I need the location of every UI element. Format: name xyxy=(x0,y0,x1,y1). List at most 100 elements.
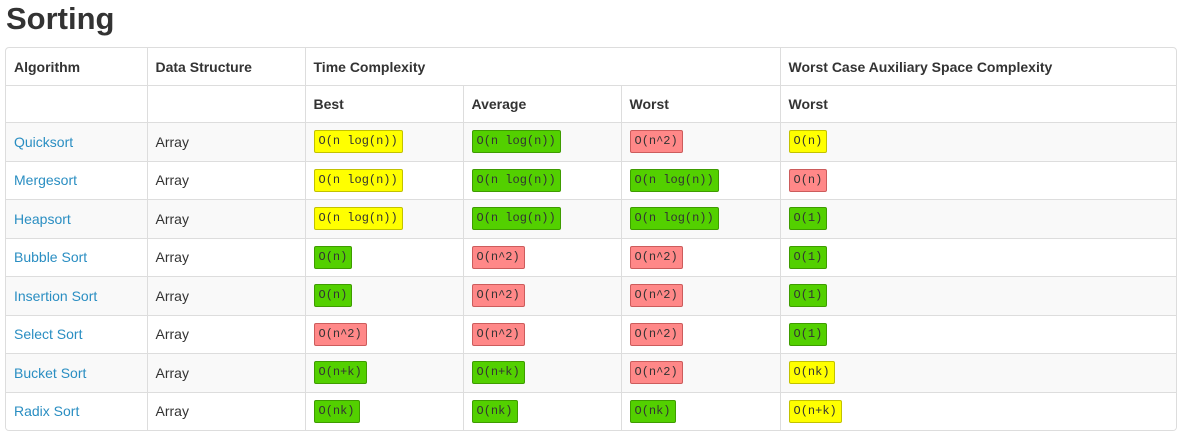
header-space-complexity: Worst Case Auxiliary Space Complexity xyxy=(779,48,1176,86)
table-row: Select Sort Array O(n^2) O(n^2) O(n^2) O(1) xyxy=(6,314,1176,354)
cell-best: O(n^2) xyxy=(304,314,463,354)
complexity-badge: O(nk) xyxy=(629,399,676,423)
complexity-badge: O(n^2) xyxy=(629,322,683,346)
cell-worst: O(n log(n)) xyxy=(620,199,781,238)
cell-data-structure: Array xyxy=(146,391,305,430)
complexity-badge: O(n) xyxy=(313,284,353,308)
cell-average: O(n log(n)) xyxy=(462,122,621,161)
complexity-badge: O(n^2) xyxy=(629,361,683,385)
algorithm-link[interactable]: Bucket Sort xyxy=(14,364,87,381)
cell-algorithm: Mergesort xyxy=(6,160,147,200)
cell-best: O(n) xyxy=(304,237,463,277)
cell-best: O(nk) xyxy=(304,391,463,430)
cell-average: O(n^2) xyxy=(462,237,621,277)
cell-worst: O(n^2) xyxy=(620,276,781,315)
cell-worst: O(n^2) xyxy=(620,314,781,354)
cell-worst: O(n log(n)) xyxy=(620,160,781,200)
subheader-best: Best xyxy=(304,85,463,123)
cell-data-structure: Array xyxy=(146,122,305,161)
cell-best: O(n log(n)) xyxy=(304,199,463,238)
table-row: Insertion Sort Array O(n) O(n^2) O(n^2) O(1) xyxy=(6,276,1176,315)
cell-worst: O(n^2) xyxy=(620,122,781,161)
cell-best: O(n log(n)) xyxy=(304,122,463,161)
cell-space: O(1) xyxy=(779,276,1176,315)
complexity-badge: O(n log(n)) xyxy=(313,207,403,231)
cell-best: O(n+k) xyxy=(304,353,463,392)
header-algorithm: Algorithm xyxy=(14,58,81,75)
cell-average: O(n^2) xyxy=(462,276,621,315)
subheader-average: Average xyxy=(462,85,621,123)
subheader-row: Best Average Worst Worst xyxy=(6,85,1176,123)
table-row: Heapsort Array O(n log(n)) O(n log(n)) O(n l… xyxy=(6,199,1176,238)
sorting-complexity-table: Algorithm Data Structure Time Complexity… xyxy=(6,48,1176,430)
header-time-complexity: Time Complexity xyxy=(304,48,781,86)
complexity-badge: O(nk) xyxy=(788,361,835,385)
complexity-badge: O(n^2) xyxy=(629,284,683,308)
table-body: Quicksort Array O(n log(n)) O(n log(n)) O(n^… xyxy=(6,122,1176,430)
cell-space: O(n+k) xyxy=(779,391,1176,430)
table-row: Bucket Sort Array O(n+k) O(n+k) O(n^2) O(nk) xyxy=(6,353,1176,392)
complexity-badge: O(n) xyxy=(788,130,828,154)
subheader-space-worst: Worst xyxy=(779,85,1176,123)
cell-algorithm: Heapsort xyxy=(6,199,147,238)
complexity-badge: O(1) xyxy=(788,207,828,231)
cell-average: O(n log(n)) xyxy=(462,199,621,238)
cell-space: O(n) xyxy=(779,160,1176,200)
cell-worst: O(nk) xyxy=(620,391,781,430)
cell-space: O(1) xyxy=(779,237,1176,277)
subheader-worst: Worst xyxy=(620,85,781,123)
cell-best: O(n) xyxy=(304,276,463,315)
algorithm-link[interactable]: Bubble Sort xyxy=(14,249,88,266)
cell-data-structure: Array xyxy=(146,237,305,277)
cell-space: O(n) xyxy=(779,122,1176,161)
complexity-badge: O(n log(n)) xyxy=(629,168,719,192)
header-data-structure: Data Structure xyxy=(146,48,305,86)
complexity-badge: O(n^2) xyxy=(313,322,367,346)
cell-space: O(1) xyxy=(779,199,1176,238)
complexity-badge: O(n+k) xyxy=(313,361,367,385)
complexity-badge: O(n^2) xyxy=(629,130,683,154)
sorting-table-container: Algorithm Data Structure Time Complexity… xyxy=(5,47,1177,431)
cell-data-structure: Array xyxy=(146,276,305,315)
table-row: Quicksort Array O(n log(n)) O(n log(n)) O(n^… xyxy=(6,122,1176,161)
subheader-empty xyxy=(146,85,305,123)
cell-average: O(n log(n)) xyxy=(462,160,621,200)
cell-worst: O(n^2) xyxy=(620,237,781,277)
algorithm-link[interactable]: Mergesort xyxy=(14,172,78,189)
cell-algorithm: Bucket Sort xyxy=(6,353,147,392)
cell-algorithm: Select Sort xyxy=(6,314,147,354)
cell-average: O(n^2) xyxy=(462,314,621,354)
table-row: Bubble Sort Array O(n) O(n^2) O(n^2) O(1) xyxy=(6,237,1176,277)
cell-algorithm: Insertion Sort xyxy=(6,276,147,315)
complexity-badge: O(n log(n)) xyxy=(313,130,403,154)
complexity-badge: O(n log(n)) xyxy=(471,130,561,154)
cell-algorithm: Quicksort xyxy=(6,122,147,161)
cell-best: O(n log(n)) xyxy=(304,160,463,200)
page-title: Sorting xyxy=(6,1,115,36)
complexity-badge: O(1) xyxy=(788,284,828,308)
cell-space: O(nk) xyxy=(779,353,1176,392)
complexity-badge: O(n log(n)) xyxy=(471,168,561,192)
table-row: Mergesort Array O(n log(n)) O(n log(n)) O(n … xyxy=(6,160,1176,200)
complexity-badge: O(n^2) xyxy=(471,245,525,269)
cell-algorithm: Radix Sort xyxy=(6,391,147,430)
complexity-badge: O(n^2) xyxy=(471,284,525,308)
cell-space: O(1) xyxy=(779,314,1176,354)
subheader-empty xyxy=(6,85,147,123)
complexity-badge: O(n^2) xyxy=(471,322,525,346)
algorithm-link[interactable]: Radix Sort xyxy=(14,403,80,420)
cell-data-structure: Array xyxy=(146,314,305,354)
complexity-badge: O(n log(n)) xyxy=(313,168,403,192)
complexity-badge: O(n) xyxy=(313,245,353,269)
algorithm-link[interactable]: Quicksort xyxy=(14,133,74,150)
complexity-badge: O(1) xyxy=(788,322,828,346)
complexity-badge: O(n+k) xyxy=(788,399,842,423)
algorithm-link[interactable]: Select Sort xyxy=(14,326,83,343)
algorithm-link[interactable]: Heapsort xyxy=(14,210,71,227)
cell-worst: O(n^2) xyxy=(620,353,781,392)
complexity-badge: O(nk) xyxy=(471,399,518,423)
header-row: Algorithm Data Structure Time Complexity… xyxy=(6,48,1176,86)
complexity-badge: O(nk) xyxy=(313,399,360,423)
complexity-badge: O(n log(n)) xyxy=(471,207,561,231)
algorithm-link[interactable]: Insertion Sort xyxy=(14,287,98,304)
